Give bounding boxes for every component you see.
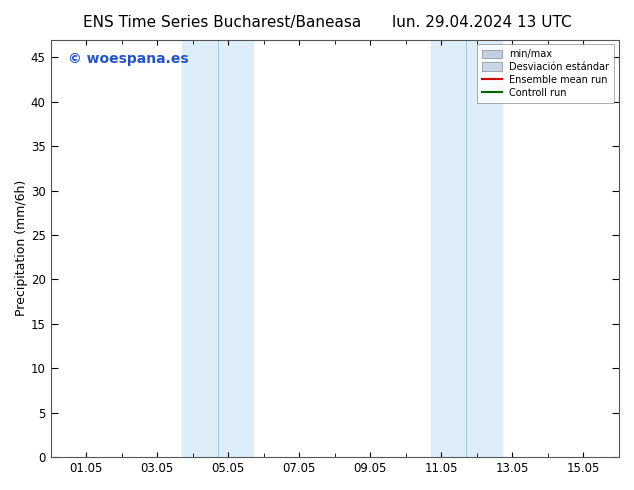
Legend: min/max, Desviación estándar, Ensemble mean run, Controll run: min/max, Desviación estándar, Ensemble m…	[477, 45, 614, 103]
Y-axis label: Precipitation (mm/6h): Precipitation (mm/6h)	[15, 180, 28, 317]
Text: ENS Time Series Bucharest/Baneasa: ENS Time Series Bucharest/Baneasa	[83, 15, 361, 30]
Text: © woespana.es: © woespana.es	[68, 52, 188, 66]
Text: lun. 29.04.2024 13 UTC: lun. 29.04.2024 13 UTC	[392, 15, 572, 30]
Bar	[182, 40, 253, 457]
Bar	[430, 40, 501, 457]
